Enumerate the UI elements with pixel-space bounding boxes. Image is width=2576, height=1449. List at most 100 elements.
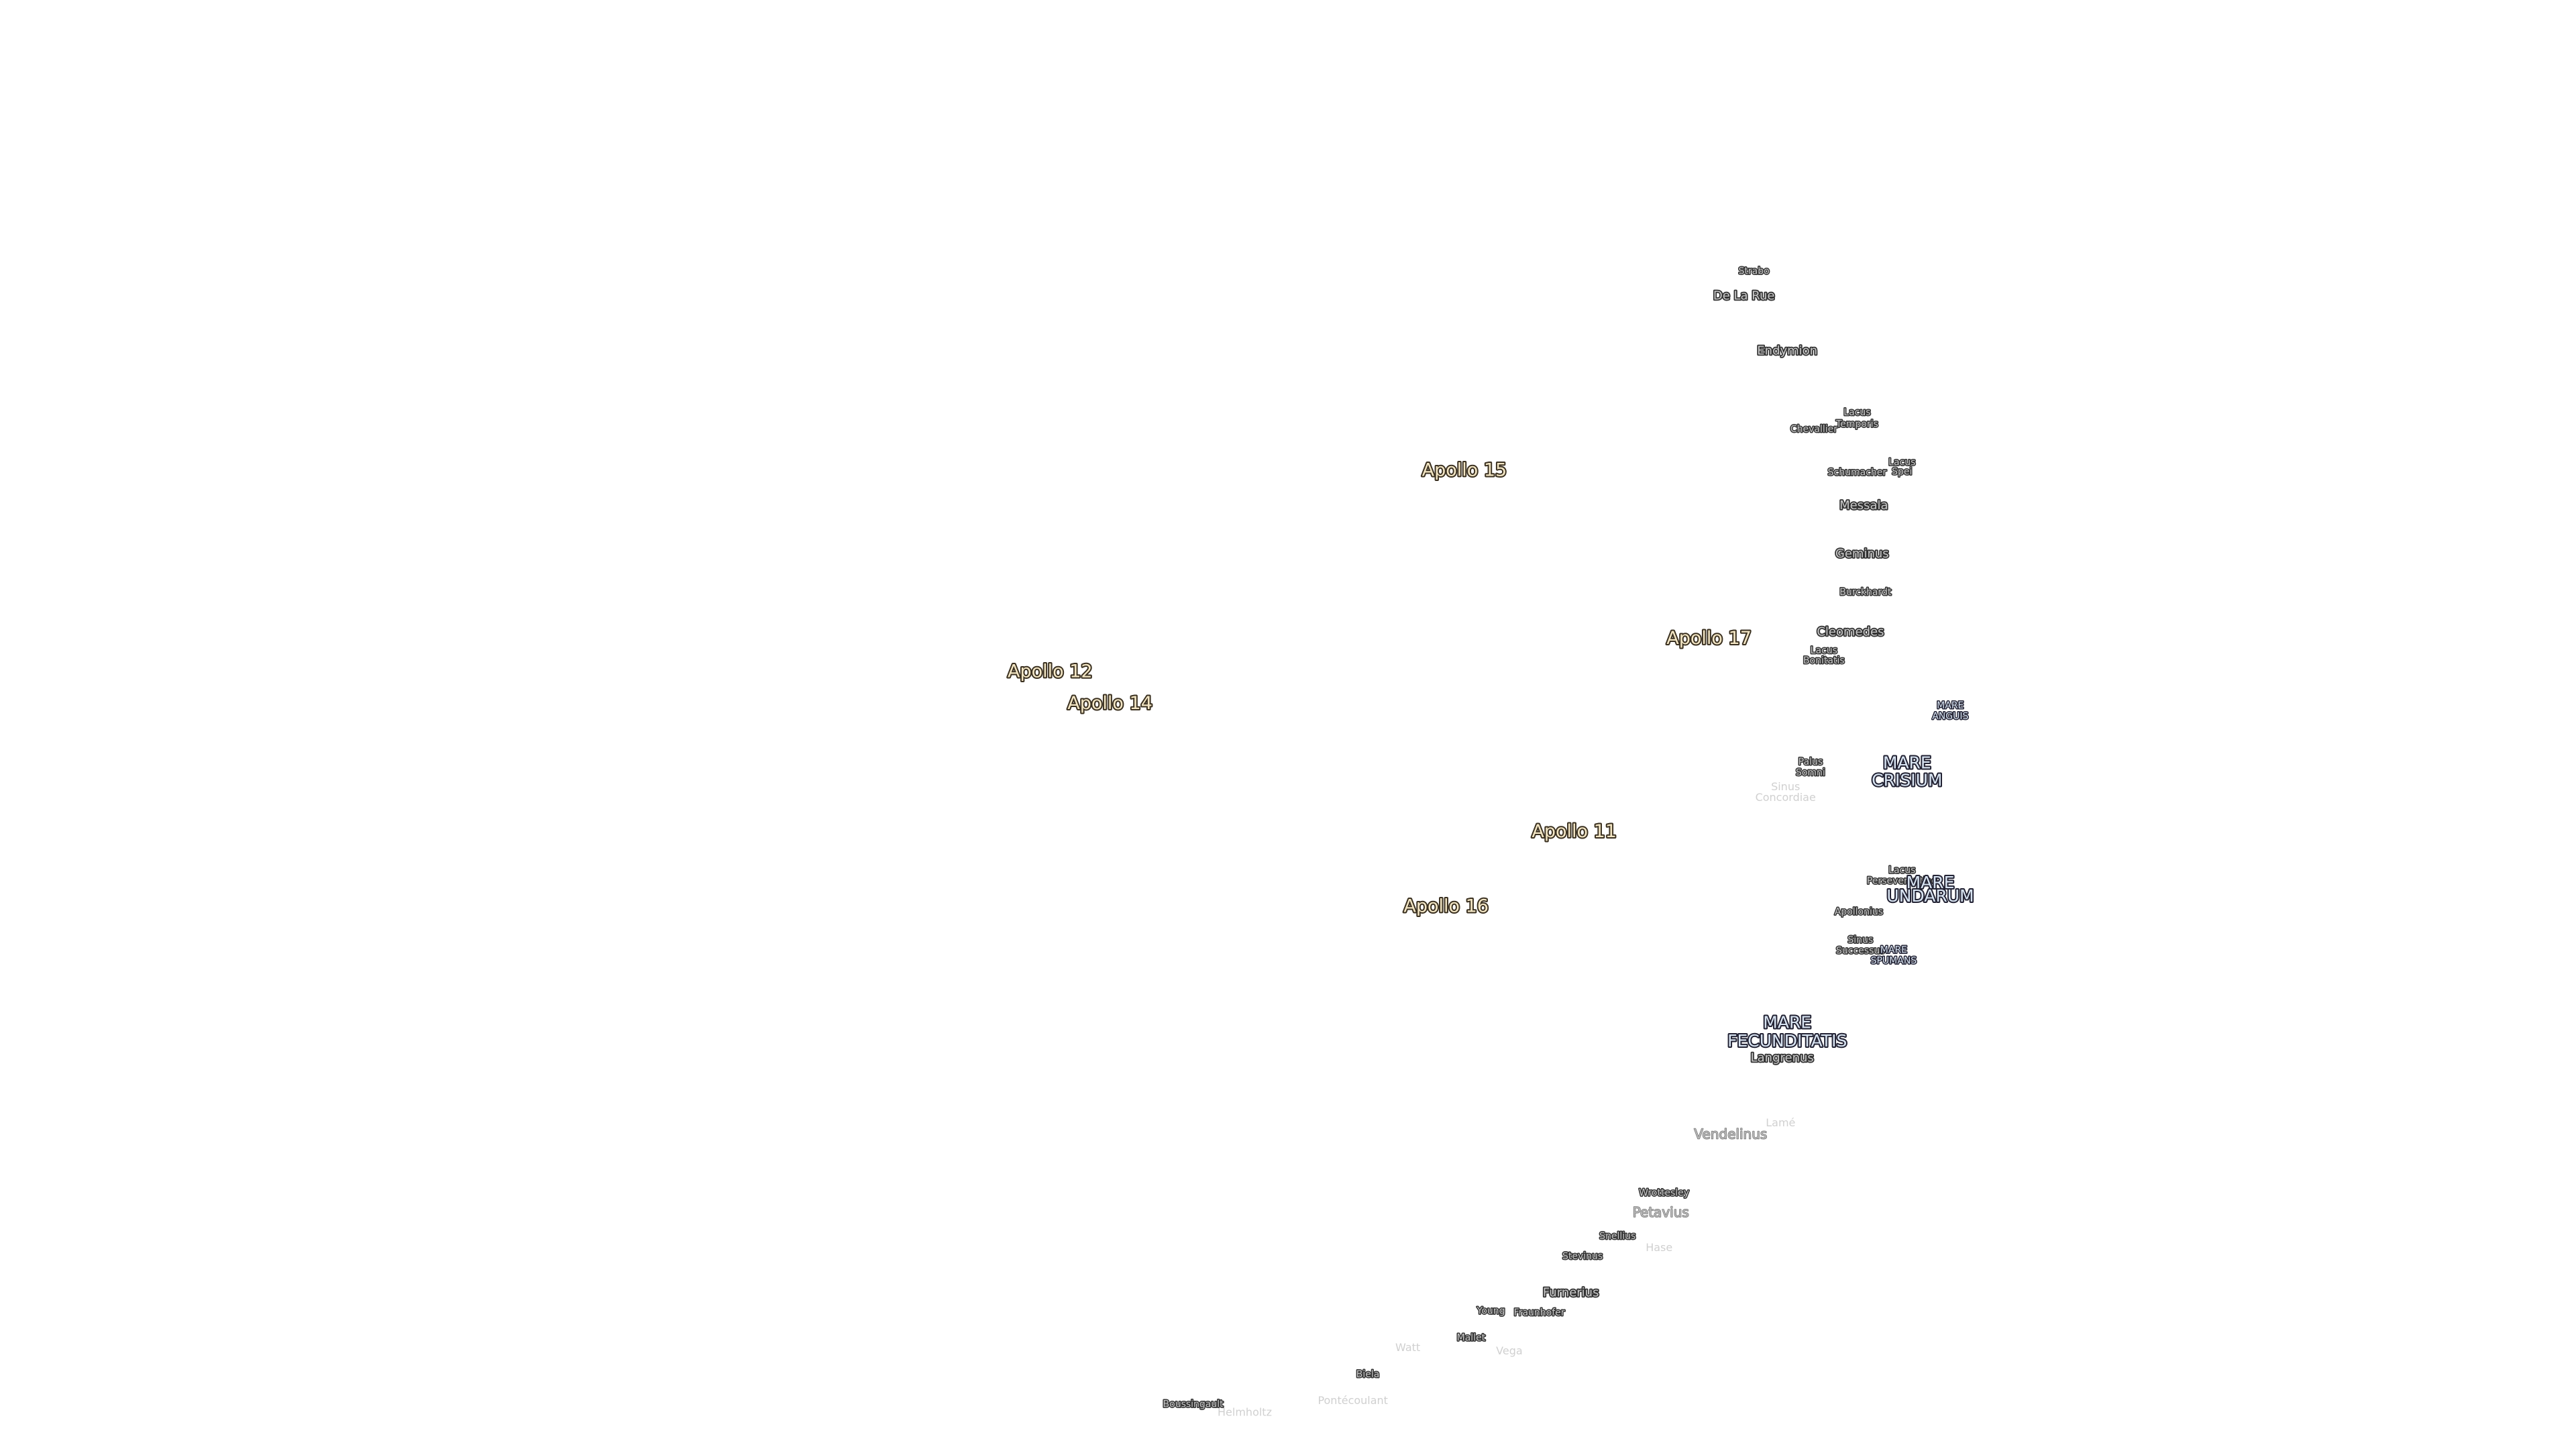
label-text: Lacus xyxy=(1888,458,1915,468)
map-label: Pontécoulant xyxy=(1318,1394,1388,1407)
map-label: Watt xyxy=(1395,1341,1420,1354)
label-text: Apollo 12 xyxy=(1008,661,1093,682)
label-text: Lamé xyxy=(1766,1116,1795,1129)
label-text: Successus xyxy=(1836,946,1885,957)
map-label: Messala xyxy=(1838,497,1889,514)
label-text: Petavius xyxy=(1633,1204,1689,1220)
map-label: Young xyxy=(1475,1305,1506,1318)
label-text: SPUMANS xyxy=(1871,956,1917,967)
label-text: Watt xyxy=(1395,1341,1420,1354)
map-label: Chevallier xyxy=(1789,423,1838,436)
label-text: Schumacher xyxy=(1828,468,1887,478)
label-text: Vega xyxy=(1496,1344,1523,1357)
map-label: Apollo 14 xyxy=(1066,692,1154,715)
label-text: MARE xyxy=(1937,700,1964,711)
label-text: Apollo 15 xyxy=(1422,460,1507,481)
label-text: Fraunhofer xyxy=(1514,1307,1565,1318)
map-label: Cleomedes xyxy=(1816,624,1886,641)
map-label: Vendelinus xyxy=(1694,1126,1768,1143)
label-text: Apollonius xyxy=(1835,906,1883,917)
label-text: Strabo xyxy=(1739,266,1770,276)
map-label: Boussingault xyxy=(1162,1398,1225,1411)
map-label: Furnerius xyxy=(1542,1285,1600,1301)
label-text: Wrottesley xyxy=(1639,1188,1689,1199)
map-label: Schumacher xyxy=(1827,466,1888,479)
label-text: Mallet xyxy=(1457,1332,1486,1343)
map-label: Stevinus xyxy=(1561,1250,1603,1263)
label-text: MARE xyxy=(1880,945,1907,955)
map-label: Mallet xyxy=(1456,1332,1487,1344)
label-text: Pontécoulant xyxy=(1318,1394,1388,1407)
map-label: Lamé xyxy=(1766,1116,1795,1129)
map-label: Helmholtz xyxy=(1218,1406,1272,1419)
label-text: Sinus xyxy=(1847,935,1873,946)
label-text: Lacus xyxy=(1843,407,1870,418)
label-text: MARE xyxy=(1763,1013,1811,1032)
label-text: Cleomedes xyxy=(1817,625,1884,639)
label-text: Apollo 16 xyxy=(1403,896,1489,916)
label-text: Furnerius xyxy=(1543,1285,1599,1299)
label-text: Perseverantiae xyxy=(1867,876,1937,887)
label-text: Palus xyxy=(1799,757,1823,767)
label-text: MARE xyxy=(1883,753,1931,773)
map-label: Apollo 15 xyxy=(1421,459,1509,482)
label-text: Apollo 17 xyxy=(1666,628,1752,649)
label-text: Chevallier xyxy=(1790,424,1837,435)
label-text: Young xyxy=(1477,1306,1505,1317)
map-label: De La Rue xyxy=(1712,288,1776,305)
map-label: Geminus xyxy=(1834,545,1890,562)
label-text: Boussingault xyxy=(1163,1399,1224,1410)
label-text: Concordiae xyxy=(1756,791,1816,804)
label-text: Helmholtz xyxy=(1218,1406,1272,1419)
map-label: Apollo 12 xyxy=(1006,660,1094,684)
label-text: Geminus xyxy=(1835,547,1889,561)
label-text: Hase xyxy=(1646,1241,1672,1254)
label-text: Somni xyxy=(1796,767,1825,778)
map-label: Wrottesley xyxy=(1638,1187,1690,1199)
label-text: ANGUIS xyxy=(1932,711,1968,722)
map-label: Fraunhofer xyxy=(1513,1307,1566,1320)
label-text: Bonitatis xyxy=(1803,655,1845,666)
map-label: Apollonius xyxy=(1833,906,1884,918)
map-label: Apollo 17 xyxy=(1665,627,1753,650)
label-text: Messala xyxy=(1839,498,1888,513)
map-label: Apollo 11 xyxy=(1530,820,1618,843)
label-text: Stevinus xyxy=(1562,1251,1603,1262)
label-text: De La Rue xyxy=(1713,289,1775,303)
label-text: Lacus xyxy=(1811,645,1837,656)
map-label: Hase xyxy=(1646,1241,1672,1254)
map-label: Petavius xyxy=(1632,1203,1690,1221)
label-text: Langrenus xyxy=(1751,1051,1814,1065)
map-label: Vega xyxy=(1496,1344,1523,1357)
map-label: Strabo xyxy=(1737,265,1770,278)
label-text: CRISIUM xyxy=(1872,771,1942,790)
label-text: Lacus xyxy=(1888,865,1915,875)
label-text: Burckhardt xyxy=(1839,587,1892,598)
label-text: UNDARUM xyxy=(1886,886,1974,906)
map-label: Burckhardt xyxy=(1839,586,1893,599)
map-label: Biela xyxy=(1355,1368,1381,1381)
label-text: Spei xyxy=(1892,466,1912,477)
label-text: Endymion xyxy=(1757,343,1817,358)
map-label: Langrenus xyxy=(1750,1050,1815,1067)
label-text: Vendelinus xyxy=(1694,1126,1767,1142)
label-text: Sinus xyxy=(1771,780,1800,793)
label-text: Apollo 11 xyxy=(1532,821,1617,842)
label-text: FECUNDITATIS xyxy=(1727,1031,1847,1051)
map-label: Endymion xyxy=(1756,343,1819,360)
label-text: Snellius xyxy=(1599,1231,1635,1242)
map-label: Snellius xyxy=(1599,1230,1637,1243)
label-text: MARE xyxy=(1907,873,1955,892)
label-text: Apollo 14 xyxy=(1067,693,1152,714)
